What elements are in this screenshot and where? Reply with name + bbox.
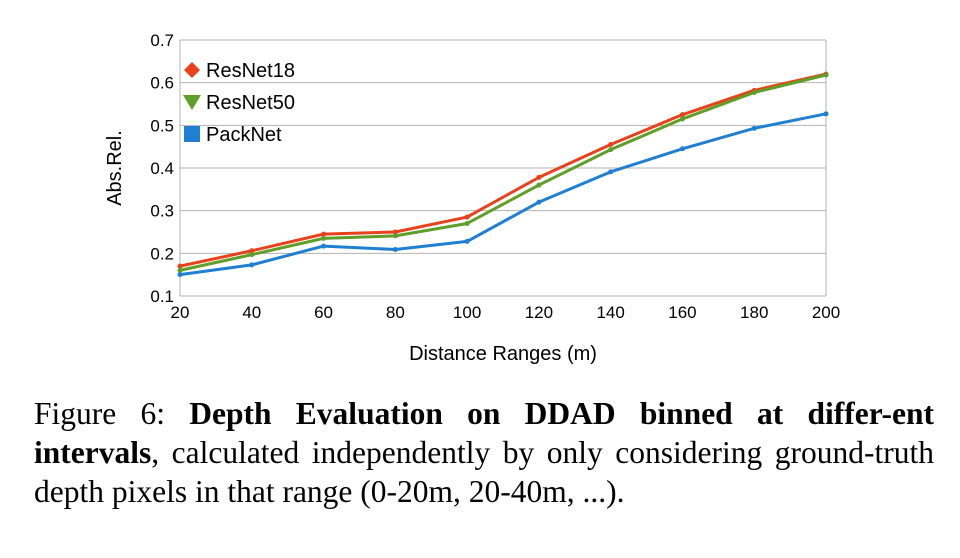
data-point	[679, 116, 685, 122]
legend-label: ResNet18	[206, 60, 295, 82]
x-tick-label: 80	[386, 303, 405, 322]
y-tick-label: 0.6	[150, 74, 174, 93]
series-line	[179, 72, 827, 268]
data-point	[608, 169, 614, 175]
axes	[179, 40, 827, 296]
caption-bold-title: Depth Evaluation on DDAD binned at diffe…	[34, 396, 934, 470]
data-point	[464, 214, 470, 220]
x-tick-label: 120	[525, 303, 553, 322]
x-tick-label: 160	[668, 303, 696, 322]
data-point	[177, 263, 183, 269]
y-tick-labels: 0.1 0.2 0.3 0.4 0.5 0.6 0.7	[150, 31, 174, 306]
data-point	[177, 267, 183, 273]
data-point	[321, 231, 327, 237]
x-tick-label: 60	[314, 303, 333, 322]
legend-label: PackNet	[206, 124, 282, 146]
data-point	[464, 220, 470, 226]
legend-marker-diamond	[184, 62, 200, 78]
y-tick-label: 0.5	[150, 116, 174, 135]
y-tick-label: 0.7	[150, 31, 174, 50]
series-PackNet	[177, 111, 829, 278]
data-point	[751, 125, 757, 131]
figure-caption: Figure 6: Depth Evaluation on DDAD binne…	[34, 394, 934, 511]
data-point	[608, 147, 614, 153]
data-point	[823, 72, 829, 78]
data-point	[536, 174, 542, 180]
data-point	[249, 262, 255, 268]
legend-label: ResNet50	[206, 92, 295, 114]
data-point	[249, 252, 255, 258]
series-ResNet18	[177, 71, 829, 269]
data-point	[392, 229, 398, 235]
data-point	[823, 111, 829, 117]
caption-text: , calculated independently by only consi…	[34, 435, 934, 509]
x-axis-label: Distance Ranges (m)	[409, 343, 597, 365]
gridlines	[180, 39, 826, 297]
data-point	[392, 246, 398, 252]
data-point	[608, 142, 614, 148]
y-tick-label: 0.3	[150, 202, 174, 221]
line-chart: 0.1 0.2 0.3 0.4 0.5 0.6 0.7 20 40 60 80 100 120 140 1…	[104, 31, 841, 365]
series-line	[179, 73, 827, 272]
data-point	[392, 233, 398, 239]
series-ResNet50	[177, 72, 829, 273]
legend: ResNet18 ResNet50 PackNet	[183, 60, 295, 146]
x-tick-label: 40	[242, 303, 261, 322]
data-point	[464, 238, 470, 244]
data-point	[751, 89, 757, 95]
y-axis-label: Abs.Rel.	[104, 130, 126, 206]
y-tick-label: 0.1	[150, 287, 174, 306]
data-point	[177, 272, 183, 278]
data-point	[249, 248, 255, 254]
x-tick-label: 100	[453, 303, 481, 322]
data-point	[321, 235, 327, 241]
data-point	[321, 243, 327, 249]
data-point	[679, 146, 685, 152]
data-point	[536, 199, 542, 205]
x-tick-label: 20	[171, 303, 190, 322]
legend-marker-square	[184, 126, 200, 142]
series-line	[179, 112, 827, 277]
data-point	[536, 182, 542, 188]
y-tick-label: 0.4	[150, 159, 174, 178]
x-tick-labels: 20 40 60 80 100 120 140 160 180 200	[171, 303, 841, 322]
legend-marker-triangle	[183, 95, 201, 110]
y-tick-label: 0.2	[150, 244, 174, 263]
series-lines	[177, 71, 829, 278]
caption-prefix: Figure 6:	[34, 396, 190, 431]
x-tick-label: 140	[596, 303, 624, 322]
x-tick-label: 200	[812, 303, 840, 322]
data-point	[679, 112, 685, 118]
x-tick-label: 180	[740, 303, 768, 322]
